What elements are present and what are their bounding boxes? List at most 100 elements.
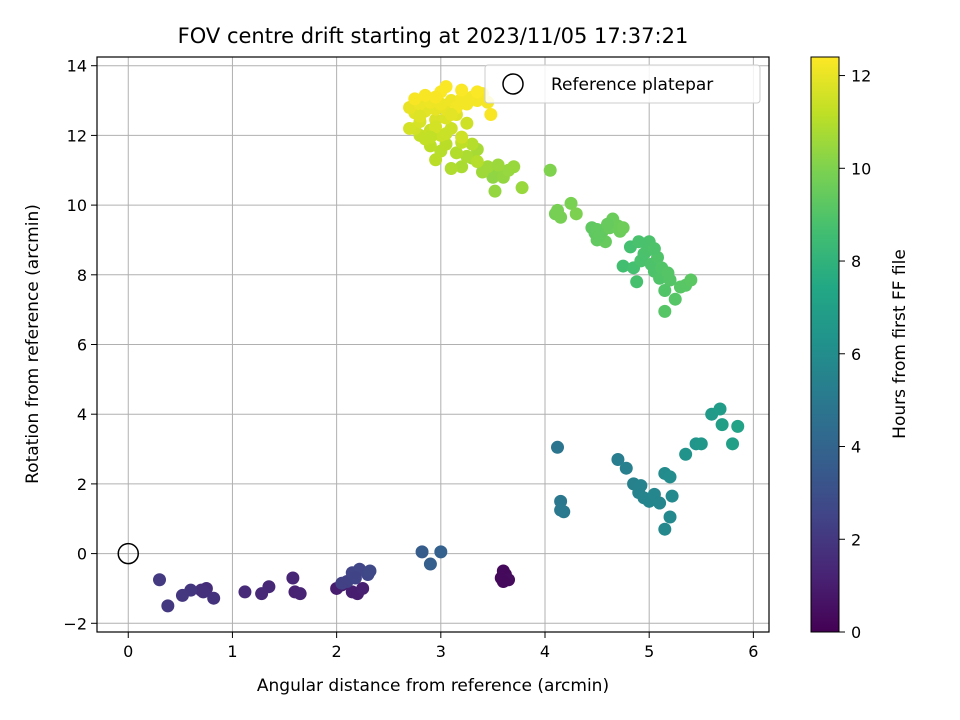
scatter-point: [647, 242, 661, 256]
scatter-point: [423, 130, 437, 144]
scatter-point: [554, 503, 568, 517]
x-tick-label: 1: [227, 642, 237, 661]
scatter-point: [715, 418, 729, 432]
scatter-point: [726, 437, 740, 451]
y-tick-label: 4: [77, 405, 87, 424]
legend: Reference platepar: [484, 64, 761, 104]
scatter-point: [488, 184, 502, 198]
scatter-point: [207, 591, 221, 605]
scatter-point: [481, 160, 495, 174]
x-tick-label: 5: [644, 642, 654, 661]
colorbar-tick-label: 0: [851, 623, 861, 642]
scatter-point: [423, 557, 437, 571]
y-tick-label: 12: [67, 126, 87, 145]
scatter-point: [543, 163, 557, 177]
scatter-points: [153, 80, 745, 613]
scatter-point: [551, 203, 565, 217]
y-tick-label: 10: [67, 196, 87, 215]
colorbar-ticks: 0 2 4 6 8 10 12: [839, 67, 871, 642]
scatter-point: [592, 229, 606, 243]
scatter-point: [668, 292, 682, 306]
legend-box: [484, 64, 761, 104]
y-tick-label: 14: [67, 57, 87, 76]
scatter-point: [663, 510, 677, 524]
legend-label: Reference platepar: [551, 75, 713, 95]
colorbar-label: Hours from first FF file: [890, 249, 910, 439]
scatter-point: [413, 109, 427, 123]
scatter-point: [630, 275, 644, 289]
colorbar-tick-label: 10: [851, 159, 871, 178]
scatter-point: [460, 116, 474, 130]
colorbar-gradient: [810, 56, 840, 633]
scatter-point: [663, 273, 677, 287]
scatter-point: [634, 479, 648, 493]
scatter-point: [449, 146, 463, 160]
scatter-point: [465, 137, 479, 151]
reference-marker-layer: [117, 542, 140, 565]
y-axis-label: Rotation from reference (arcmin): [23, 204, 43, 484]
scatter-point: [455, 160, 469, 174]
colorbar-tick-label: 2: [851, 530, 861, 549]
scatter-point: [439, 80, 453, 94]
colorbar: 0 2 4 6 8 10 12 Hours from first FF file: [810, 56, 910, 642]
scatter-point: [663, 470, 677, 484]
scatter-point: [415, 545, 429, 559]
scatter-point: [255, 587, 269, 601]
x-tick-label: 4: [540, 642, 550, 661]
scatter-point: [658, 522, 672, 536]
scatter-point: [470, 155, 484, 169]
scatter-point: [196, 585, 210, 599]
scatter-point: [507, 160, 521, 174]
colorbar-tick-label: 12: [851, 67, 871, 86]
scatter-point: [665, 489, 679, 503]
scatter-point: [653, 496, 667, 510]
scatter-point: [444, 108, 458, 121]
legend-marker: [502, 73, 524, 95]
colorbar-tick-label: 6: [851, 345, 861, 364]
scatter-point: [444, 162, 458, 176]
scatter-point: [491, 158, 505, 172]
scatter-point: [470, 85, 484, 99]
scatter-point: [455, 130, 469, 144]
scatter-point: [153, 573, 167, 587]
y-tick-label: 2: [77, 475, 87, 494]
scatter-point: [161, 599, 175, 613]
scatter-point: [286, 571, 300, 585]
colorbar-tick-label: 8: [851, 252, 861, 271]
x-tick-label: 0: [123, 642, 133, 661]
colorbar-tick-label: 4: [851, 438, 861, 457]
scatter-point: [238, 585, 252, 599]
scatter-point: [363, 564, 377, 578]
scatter-point: [455, 83, 469, 97]
scatter-point: [460, 149, 474, 163]
scatter-point: [658, 283, 672, 297]
scatter-point: [403, 121, 417, 135]
scatter-point: [439, 127, 453, 141]
y-tick-label: 8: [77, 266, 87, 285]
scatter-point: [616, 221, 630, 235]
scatter-point: [569, 207, 583, 221]
scatter-point: [429, 153, 443, 167]
y-tick-label: 0: [77, 545, 87, 564]
scatter-point: [356, 581, 370, 595]
scatter-point: [632, 235, 646, 249]
scatter-point: [348, 571, 362, 585]
scatter-point: [731, 419, 745, 433]
x-axis-label: Angular distance from reference (arcmin): [257, 676, 609, 696]
scatter-point: [619, 461, 633, 475]
scatter-point: [616, 259, 630, 273]
scatter-point: [293, 587, 307, 601]
scatter-point: [460, 97, 474, 111]
scatter-point: [335, 576, 349, 590]
scatter-point: [429, 90, 443, 104]
scatter-point: [684, 273, 698, 287]
scatter-point: [515, 181, 529, 195]
chart-title: FOV centre drift starting at 2023/11/05 …: [178, 24, 689, 48]
x-tick-label: 6: [748, 642, 758, 661]
scatter-point: [408, 92, 422, 106]
scatter-point: [679, 447, 693, 461]
scatter-point: [484, 108, 498, 121]
scatter-point: [658, 304, 672, 318]
